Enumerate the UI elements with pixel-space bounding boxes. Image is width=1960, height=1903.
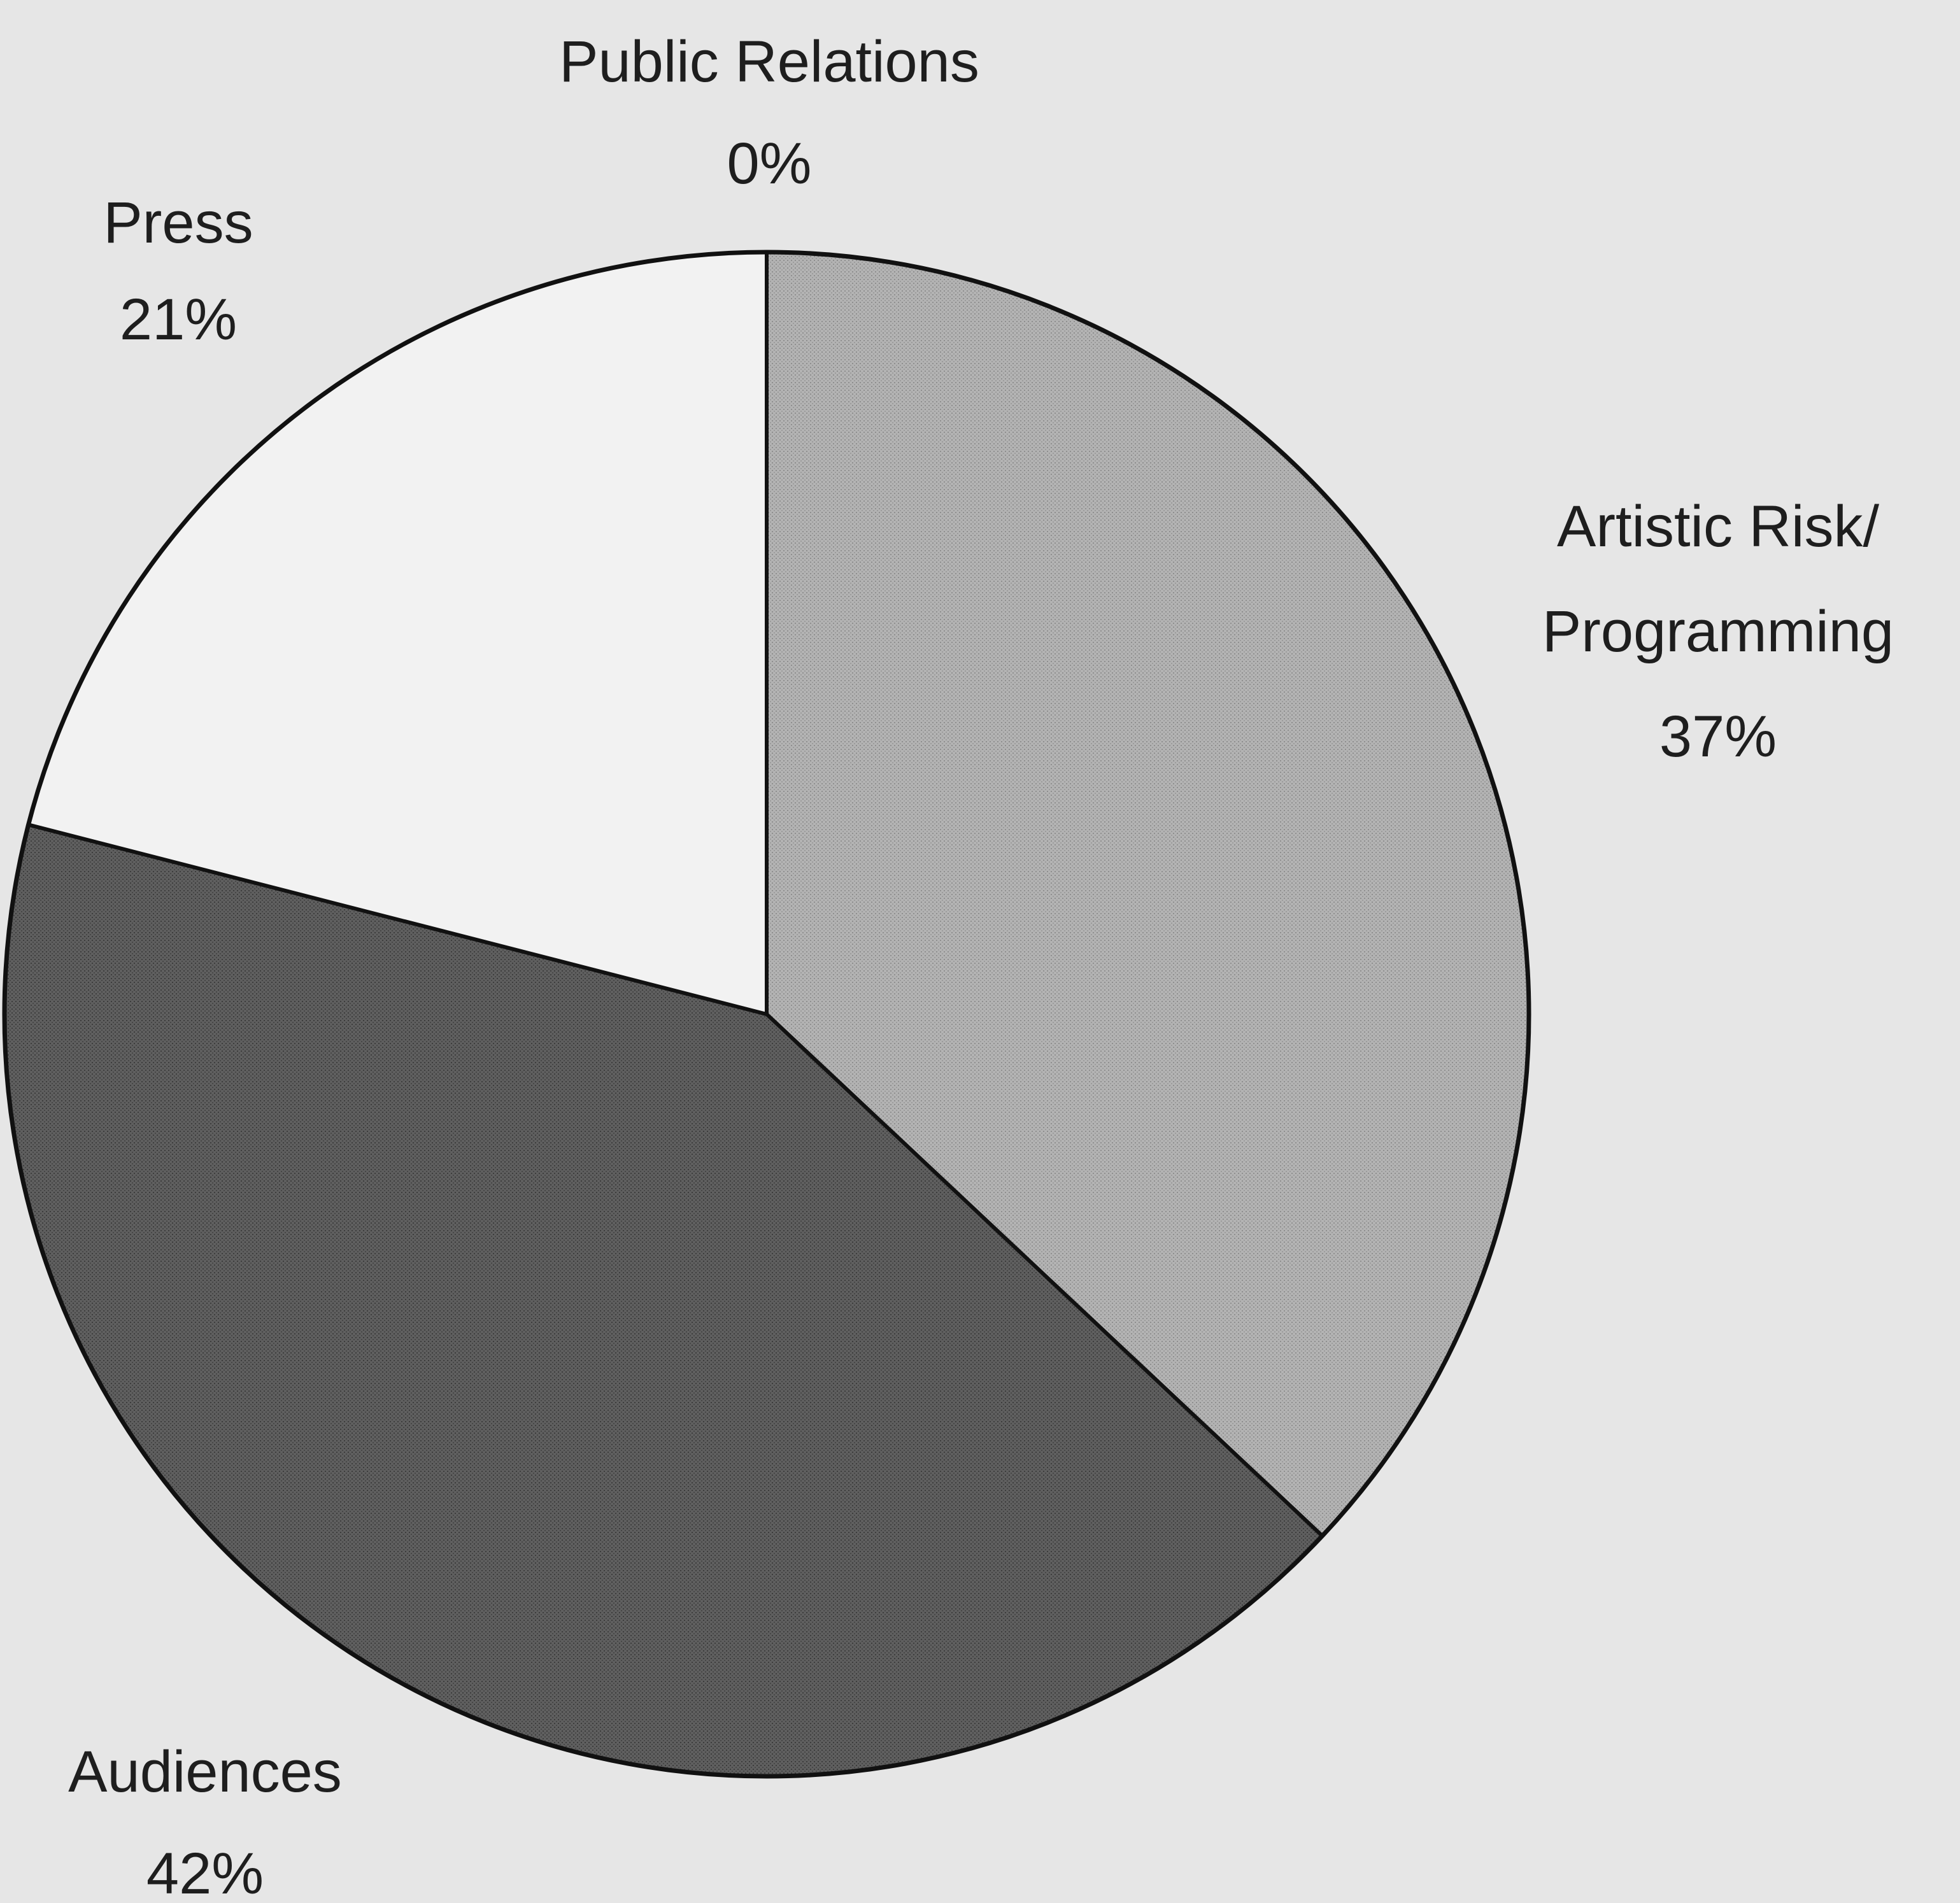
slice-percent-artistic-risk: 37% <box>1659 704 1777 769</box>
slice-label-public-relations: Public Relations 0% <box>559 29 979 196</box>
slice-label-press: Press 21% <box>103 190 253 352</box>
slice-percent-public-relations: 0% <box>727 131 812 196</box>
pie-outline <box>2 250 1531 1779</box>
slice-name-press: Press <box>103 190 253 255</box>
slice-name-artistic-risk: Programming <box>1542 599 1894 664</box>
slice-percent-audiences: 42% <box>146 1841 264 1903</box>
pie-labels: Public Relations 0% Artistic Risk/Programm… <box>68 29 1894 1903</box>
slice-name-audiences: Audiences <box>68 1739 342 1804</box>
pie-slices <box>2 250 1531 1779</box>
slice-label-audiences: Audiences 42% <box>68 1739 342 1903</box>
slice-name-public-relations: Public Relations <box>559 29 979 94</box>
slice-label-artistic-risk: Artistic Risk/Programming 37% <box>1542 494 1894 769</box>
slice-percent-press: 21% <box>120 287 237 352</box>
slice-name-artistic-risk: Artistic Risk/ <box>1557 494 1879 559</box>
